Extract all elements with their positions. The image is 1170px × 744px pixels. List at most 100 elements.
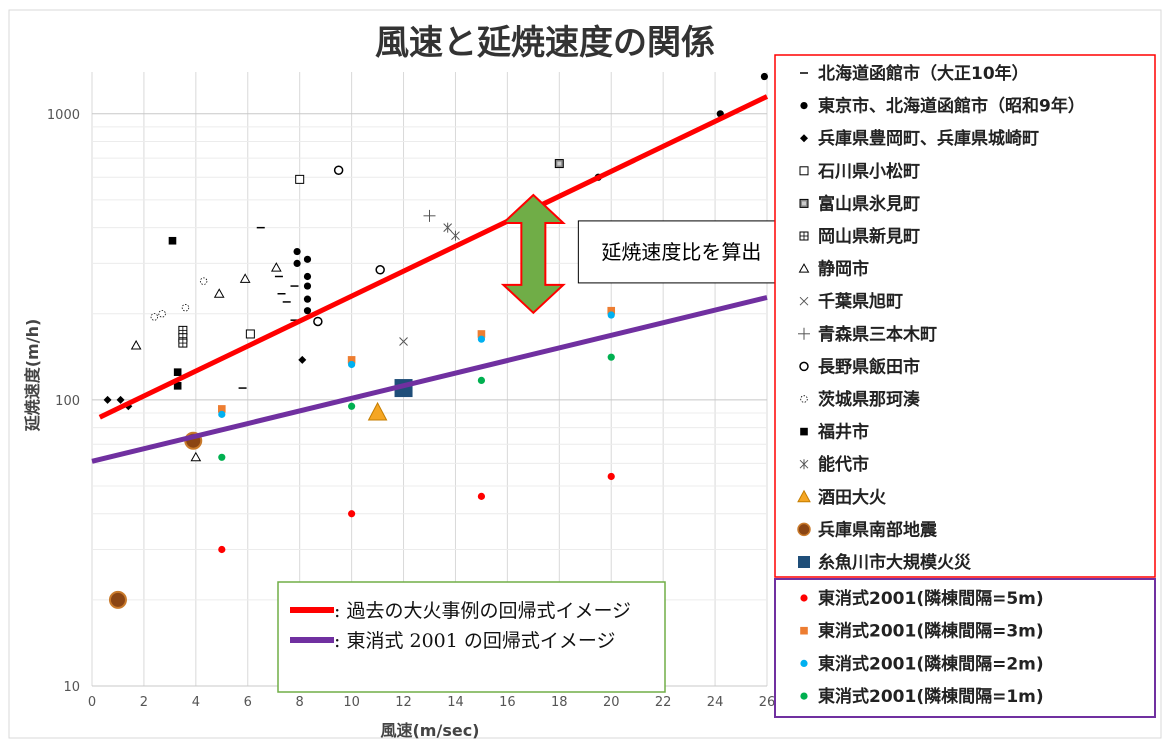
marker-dot xyxy=(303,272,312,281)
regression-line-past-fires xyxy=(98,94,769,420)
marker-square xyxy=(347,356,356,364)
marker-triangle-open xyxy=(190,451,202,462)
point-series-10 xyxy=(150,313,159,321)
marker-square xyxy=(173,382,182,390)
marker-square-dotted-inner xyxy=(802,201,806,206)
x-tick-label: 16 xyxy=(499,695,516,710)
point-series-10 xyxy=(181,304,190,312)
legend-marker-13 xyxy=(797,489,811,503)
legend-marker-2 xyxy=(800,134,808,143)
point-series-2 xyxy=(116,395,125,404)
point-series-1 xyxy=(303,255,312,263)
legend-entry-9: 長野県飯田市 xyxy=(818,356,920,377)
x-tick-label: 18 xyxy=(551,695,568,710)
point-series-1 xyxy=(303,307,312,315)
x-tick-label: 2 xyxy=(140,695,148,710)
marker-square xyxy=(800,427,808,436)
regression-legend: : 過去の大火事例の回帰式イメージ: 東消式 2001 の回帰式イメージ xyxy=(277,581,666,693)
marker-square xyxy=(477,330,486,338)
marker-dot xyxy=(218,545,226,554)
legend-box-toshoshiki xyxy=(774,578,1156,718)
marker-triangle-open xyxy=(130,339,142,350)
legend-marker-16 xyxy=(800,594,808,602)
marker-dot xyxy=(303,282,312,290)
marker-diamond xyxy=(103,395,112,404)
marker-triangle-open xyxy=(239,273,251,283)
point-series-19 xyxy=(218,453,226,461)
x-tick-label: 22 xyxy=(655,695,672,710)
marker-dot xyxy=(800,692,808,700)
marker-circle-open xyxy=(313,316,323,327)
marker-dot xyxy=(760,72,769,81)
point-series-19 xyxy=(607,353,615,361)
point-series-17 xyxy=(607,306,616,315)
marker-dot xyxy=(218,410,226,418)
point-series-17 xyxy=(218,405,226,413)
regression-legend-box xyxy=(277,581,666,693)
marker-x-b xyxy=(799,296,809,306)
legend-entry-18: 東消式2001(隣棟間隔=2m) xyxy=(818,653,1044,674)
y-tick-label: 10 xyxy=(63,680,80,695)
x-tick-label: 12 xyxy=(395,695,412,710)
point-series-7 xyxy=(399,337,408,346)
legend-marker-15 xyxy=(798,556,810,568)
legend-entry-6: 静岡市 xyxy=(818,259,869,280)
marker-dot xyxy=(800,659,808,668)
point-series-11 xyxy=(173,368,182,376)
y-tick-label: 100 xyxy=(55,394,80,409)
legend-entry-17: 東消式2001(隣棟間隔=3m) xyxy=(818,621,1044,642)
marker-dot xyxy=(218,453,226,461)
y-tick-label: 1000 xyxy=(47,108,80,123)
point-series-18 xyxy=(218,410,226,418)
marker-square xyxy=(168,236,177,245)
legend-entry-12: 能代市 xyxy=(818,454,869,475)
point-series-13 xyxy=(367,401,388,421)
legend-marker-17 xyxy=(800,626,808,635)
y-axis-label: 延焼速度(m/h) xyxy=(23,319,42,433)
marker-dot xyxy=(477,492,486,500)
legend-entry-2: 兵庫県豊岡町、兵庫県城崎町 xyxy=(818,128,1039,149)
point-series-2 xyxy=(298,355,307,364)
x-tick-label: 8 xyxy=(296,695,304,710)
point-series-16 xyxy=(607,472,615,481)
legend-entry-0: 北海道函館市（大正10年） xyxy=(818,63,1029,84)
point-series-10 xyxy=(158,310,166,318)
legend-marker-circle-large xyxy=(797,522,811,537)
legend-entry-1: 東京市、北海道函館市（昭和9年） xyxy=(818,96,1085,117)
marker-dot xyxy=(348,510,356,518)
point-series-6 xyxy=(270,262,282,272)
point-series-1 xyxy=(293,259,301,268)
point-series-1 xyxy=(303,282,312,290)
point-series-9 xyxy=(375,265,385,275)
legend-marker-4 xyxy=(799,198,809,208)
point-series-6 xyxy=(213,288,225,298)
x-tick-label: 24 xyxy=(707,695,724,710)
point-series-14 xyxy=(108,590,127,609)
legend-marker-19 xyxy=(800,692,808,700)
legend-entry-10: 茨城県那珂湊 xyxy=(818,389,920,410)
point-series-12 xyxy=(443,222,453,233)
point-series-8 xyxy=(423,209,436,222)
point-series-1 xyxy=(303,272,312,281)
marker-diamond xyxy=(298,355,307,364)
marker-dot xyxy=(303,255,312,263)
legend-entry-13: 酒田大火 xyxy=(818,487,887,508)
double-arrow xyxy=(500,193,566,315)
chart-title: 風速と延焼速度の関係 xyxy=(375,23,715,63)
legend-marker-7 xyxy=(799,296,809,306)
marker-dot xyxy=(293,259,301,268)
marker-square-dotted-inner xyxy=(557,161,562,166)
annotation-label: 延焼速度比を算出 xyxy=(601,240,761,264)
x-tick-label: 6 xyxy=(244,695,252,710)
marker-dot xyxy=(293,247,301,256)
legend-entry-11: 福井市 xyxy=(817,422,869,443)
marker-square-open xyxy=(295,174,305,184)
point-series-3 xyxy=(295,174,305,184)
point-series-6 xyxy=(239,273,251,283)
legend-marker-10 xyxy=(800,395,808,403)
legend-marker-8 xyxy=(798,327,810,340)
point-series-9 xyxy=(333,165,344,175)
legend: 北海道函館市（大正10年） 東京市、北海道函館市（昭和9年） 兵庫県豊岡町、兵庫県城… xyxy=(774,54,1156,718)
marker-x-b xyxy=(399,337,408,346)
